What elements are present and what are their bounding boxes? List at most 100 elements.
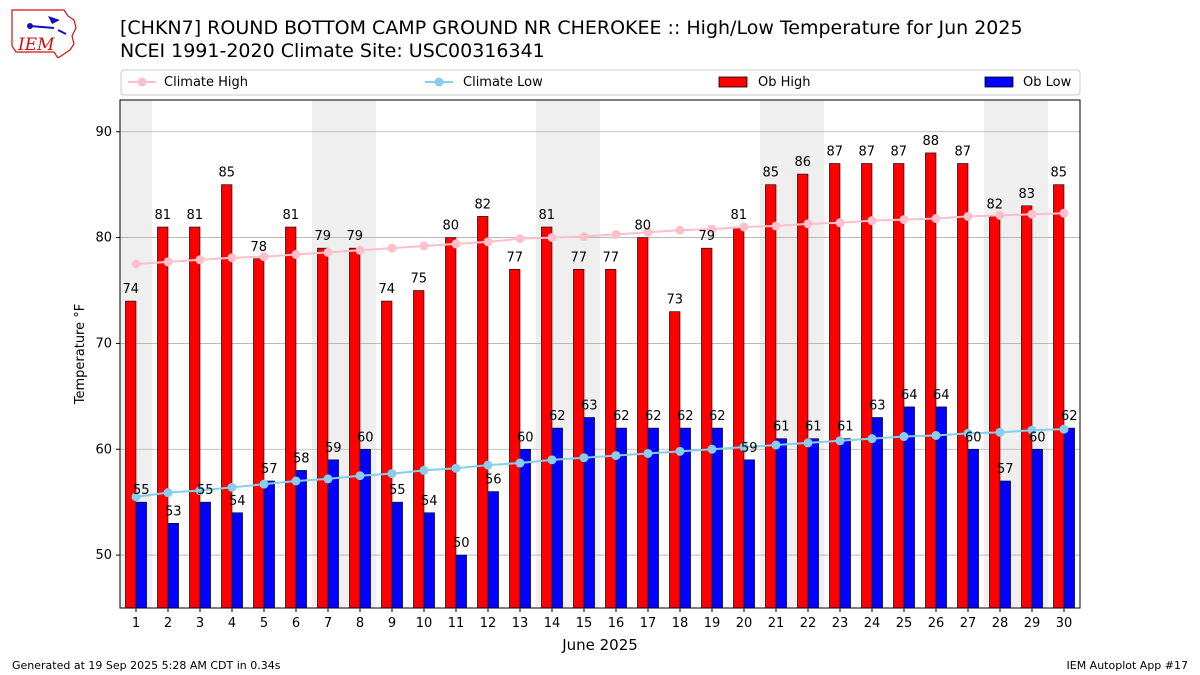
climate-high-point	[227, 253, 237, 263]
ob-high-label: 77	[570, 250, 587, 265]
ob-low-bar	[839, 438, 851, 609]
ob-high-label: 81	[186, 208, 203, 223]
ob-high-label: 85	[1050, 166, 1067, 181]
climate-high-point	[355, 245, 365, 255]
iem-logo: IEM	[11, 9, 77, 58]
climate-low-point	[803, 438, 813, 448]
ob-high-label: 80	[442, 219, 459, 234]
climate-low-point	[867, 434, 877, 444]
y-axis-label: Temperature °F	[73, 304, 88, 405]
climate-high-point	[291, 250, 301, 260]
ob-high-label: 87	[826, 145, 843, 160]
ob-high-label: 81	[538, 208, 555, 223]
x-tick-label: 15	[576, 616, 593, 631]
ob-low-bar	[807, 438, 819, 609]
ob-low-label: 59	[741, 441, 758, 456]
data-labels: 74 55 81 53 81 55 85 54 78 57 81 58 79 59 79 60 74 55 75 54…	[122, 134, 1077, 551]
ob-low-label: 55	[389, 483, 406, 498]
ob-high-bar	[1053, 184, 1065, 609]
legend-frame	[120, 69, 1081, 96]
ob-low-bar	[1031, 448, 1043, 609]
climate-low-point	[995, 427, 1005, 437]
climate-low-point	[1027, 425, 1037, 435]
ob-low-bar	[263, 480, 275, 609]
ob-low-label: 64	[901, 388, 918, 403]
ob-low-bar	[167, 523, 179, 609]
ob-high-label: 81	[154, 208, 171, 223]
climate-low-point	[131, 492, 141, 502]
ob-low-bar	[519, 448, 531, 609]
x-axis-label: June 2025	[561, 636, 638, 654]
ob-high-label: 81	[282, 208, 299, 223]
ob-low-bar	[231, 512, 243, 609]
ob-low-label: 64	[933, 388, 950, 403]
ob-low-bar	[455, 554, 467, 609]
ob-high-bar	[797, 173, 809, 609]
ob-high-label: 75	[410, 272, 427, 287]
ob-low-bar	[487, 491, 499, 609]
x-tick-label: 20	[736, 616, 753, 631]
climate-low-point	[515, 458, 525, 468]
climate-low-point	[675, 446, 685, 456]
climate-high-point	[419, 241, 429, 251]
climate-low-point	[643, 448, 653, 458]
ob-high-label: 77	[602, 250, 619, 265]
x-tick-label: 24	[864, 616, 881, 631]
climate-low-point	[739, 442, 749, 452]
ob-high-label: 82	[474, 197, 491, 212]
ob-high-bar	[349, 247, 361, 609]
ob-high-bar	[733, 226, 745, 609]
ob-low-bar	[391, 501, 403, 609]
ob-high-bar	[669, 311, 681, 609]
ob-low-bar	[583, 417, 595, 609]
ob-low-label: 61	[837, 420, 854, 435]
ob-low-bar	[871, 417, 883, 609]
ob-low-label: 61	[773, 420, 790, 435]
x-tick-label: 3	[196, 616, 204, 631]
legend-label-climate-low: Climate Low	[463, 75, 543, 90]
logo-text: IEM	[17, 35, 55, 55]
climate-high-point	[835, 218, 845, 228]
climate-low-point	[899, 432, 909, 442]
climate-high-point	[963, 211, 973, 221]
climate-high-point	[867, 216, 877, 226]
ob-low-label: 61	[805, 420, 822, 435]
ob-low-label: 54	[229, 494, 246, 509]
climate-high-point	[707, 224, 717, 234]
ob-low-bar	[423, 512, 435, 609]
climate-high-point	[547, 233, 557, 243]
ob-high-label: 86	[794, 155, 811, 170]
y-tick-label: 50	[95, 548, 112, 563]
ob-high-bar	[957, 163, 969, 609]
x-tick-label: 14	[544, 616, 561, 631]
climate-low-point	[387, 469, 397, 479]
ob-high-label: 74	[378, 282, 395, 297]
x-tick-label: 22	[800, 616, 817, 631]
climate-high-point	[1059, 208, 1069, 218]
ob-high-bar	[413, 290, 425, 609]
ob-high-label: 80	[634, 219, 651, 234]
x-tick-label: 18	[672, 616, 689, 631]
ob-low-bar	[711, 427, 723, 609]
ob-high-label: 87	[954, 145, 971, 160]
ob-high-bar	[221, 184, 233, 609]
y-tick-label: 70	[95, 336, 112, 351]
ob-low-bar	[551, 427, 563, 609]
ob-low-label: 60	[1029, 430, 1046, 445]
ob-high-label: 74	[122, 282, 139, 297]
ob-high-bar	[317, 247, 329, 609]
ob-high-label: 79	[314, 229, 331, 244]
climate-low-point	[323, 474, 333, 484]
ob-low-label: 62	[1061, 409, 1078, 424]
climate-low-point	[195, 486, 205, 496]
climate-high-point	[451, 239, 461, 249]
ob-low-bar	[135, 501, 147, 609]
ob-high-label: 82	[986, 197, 1003, 212]
ob-high-bar	[605, 269, 617, 609]
ob-high-label: 73	[666, 293, 683, 308]
ob-high-bar	[893, 163, 905, 609]
climate-low-point	[259, 479, 269, 489]
y-tick-label: 90	[95, 125, 112, 140]
x-tick-label: 11	[448, 616, 465, 631]
